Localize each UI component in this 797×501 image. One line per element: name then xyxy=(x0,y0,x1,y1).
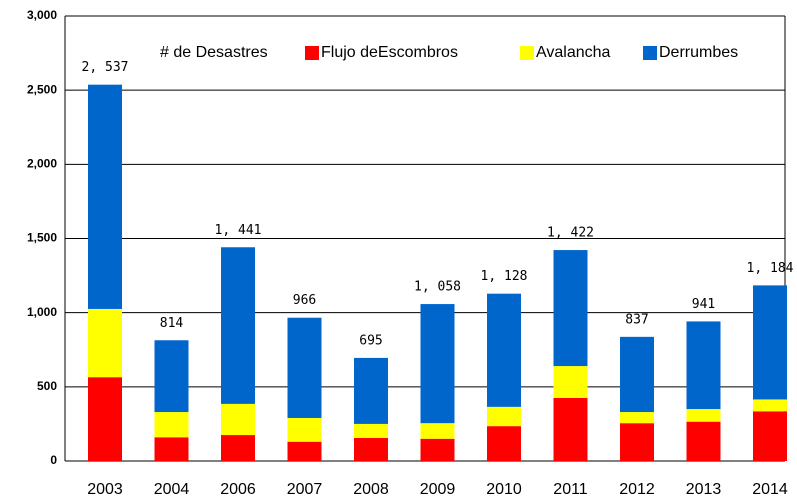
bar-segment xyxy=(620,412,654,424)
total-label: 837 xyxy=(625,312,648,327)
bar-segment xyxy=(753,285,787,400)
x-tick-label: 2011 xyxy=(553,481,588,498)
bar-segment xyxy=(420,423,455,439)
y-tick-label: 500 xyxy=(37,379,57,393)
bar-segment xyxy=(620,336,654,413)
bar-segment xyxy=(88,308,122,378)
x-tick-label: 2008 xyxy=(353,481,389,498)
x-tick-label: 2009 xyxy=(420,481,456,498)
bar-segment xyxy=(88,377,122,461)
y-tick-label: 3,000 xyxy=(27,8,57,22)
legend-label: Derrumbes xyxy=(659,44,738,61)
bar-segment xyxy=(553,397,588,461)
bar-segment xyxy=(420,438,455,461)
bar-segment xyxy=(221,403,255,436)
bar-segment xyxy=(686,321,721,410)
bar-segment xyxy=(154,412,189,438)
bar-segment xyxy=(686,409,721,422)
y-tick-label: 1,500 xyxy=(27,231,57,245)
total-label: 1, 422 xyxy=(547,226,594,241)
total-label: 1, 058 xyxy=(414,280,461,295)
bar-segment xyxy=(487,293,521,407)
bar-segment xyxy=(420,304,455,424)
x-tick-label: 2012 xyxy=(619,481,655,498)
bar-segment xyxy=(487,406,521,427)
x-tick-label: 2003 xyxy=(87,481,123,498)
bar-segment xyxy=(620,423,654,461)
legend-label: Avalancha xyxy=(536,44,611,61)
bar-segment xyxy=(154,340,189,413)
bar-segment xyxy=(553,366,588,398)
legend-label: Flujo deEscombros xyxy=(321,44,458,61)
bar-segment xyxy=(221,435,255,461)
bar-segment xyxy=(354,357,388,424)
x-tick-label: 2007 xyxy=(287,481,323,498)
bar-segment xyxy=(287,317,322,418)
legend-swatch xyxy=(643,46,657,60)
x-tick-label: 2004 xyxy=(154,481,190,498)
bar-segment xyxy=(88,84,122,309)
y-tick-label: 0 xyxy=(50,453,57,467)
y-tick-label: 1,000 xyxy=(27,305,57,319)
x-tick-label: 2013 xyxy=(686,481,722,498)
legend-title: # de Desastres xyxy=(160,44,268,61)
legend-swatch xyxy=(305,46,319,60)
bar-segment xyxy=(686,421,721,461)
bar-segment xyxy=(287,441,322,461)
y-tick-label: 2,000 xyxy=(27,157,57,171)
y-tick-label: 2,500 xyxy=(27,82,57,96)
total-label: 695 xyxy=(359,333,382,348)
bar-segment xyxy=(221,247,255,404)
total-label: 1, 128 xyxy=(481,269,528,284)
bar-segment xyxy=(487,426,521,461)
total-label: 814 xyxy=(160,316,184,331)
bar-segment xyxy=(354,438,388,461)
bar-segment xyxy=(553,250,588,367)
total-label: 1, 441 xyxy=(215,223,262,238)
total-label: 1, 184 xyxy=(747,261,794,276)
bar-segment xyxy=(753,399,787,412)
x-tick-label: 2006 xyxy=(220,481,256,498)
total-label: 941 xyxy=(692,297,715,312)
bar-segment xyxy=(287,417,322,442)
x-tick-label: 2014 xyxy=(752,481,788,498)
total-label: 966 xyxy=(293,293,316,308)
legend-swatch xyxy=(520,46,534,60)
x-tick-label: 2010 xyxy=(486,481,522,498)
bar-segment xyxy=(753,411,787,461)
total-label: 2, 537 xyxy=(82,60,129,75)
bar-segment xyxy=(154,437,189,461)
bar-segment xyxy=(354,423,388,439)
